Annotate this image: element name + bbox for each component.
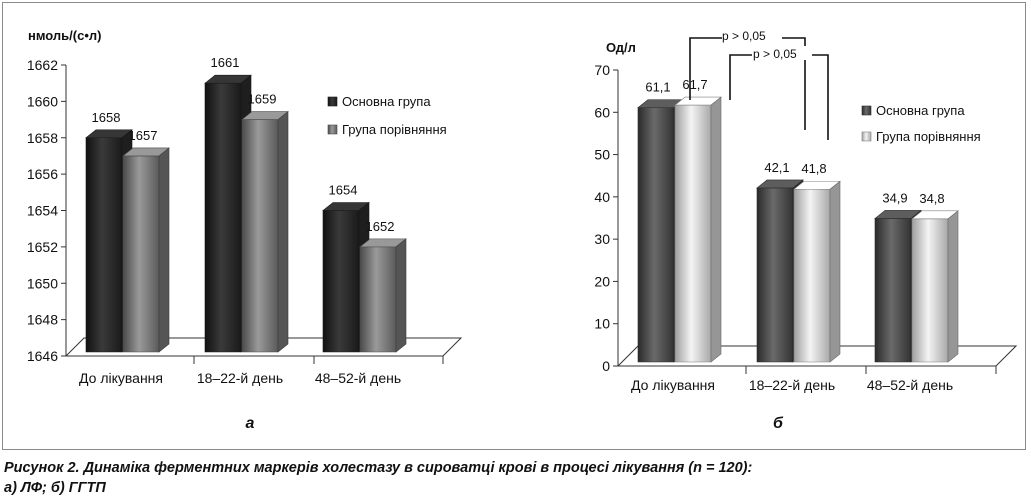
bar-value-label: 34,9 <box>882 190 907 205</box>
bar-comparison-group <box>793 180 841 363</box>
y-tick-label: 70 <box>594 62 610 78</box>
bar-value-label: 42,1 <box>764 160 789 175</box>
panel-label: а <box>246 415 255 432</box>
bar-value-label: 1658 <box>92 110 121 125</box>
y-axis-label: Од/л <box>606 40 636 55</box>
bar-body <box>637 107 675 363</box>
bar-value-label: 1657 <box>129 128 158 143</box>
y-tick-label: 10 <box>594 316 610 332</box>
y-tick-label: 1652 <box>27 239 58 255</box>
y-tick-label: 60 <box>594 104 610 120</box>
panel-a-lf-chart: 1646 1648 1650 1652 1654 1656 1658 1660 1662 нмол… <box>27 28 463 432</box>
y-tick-label: 1662 <box>27 57 58 73</box>
bracket-comparison <box>729 54 829 140</box>
bar-side <box>158 147 170 353</box>
legend-swatch <box>861 105 872 116</box>
y-tick-label: 0 <box>602 358 610 374</box>
bar-body <box>756 187 794 363</box>
annotation-bg <box>722 28 782 42</box>
y-tick-label: 1656 <box>27 166 58 182</box>
legend-entry: Група порівняння <box>876 129 981 144</box>
bar-value-label: 41,8 <box>801 161 826 176</box>
bar-comparison-group <box>122 147 170 353</box>
bar-side <box>395 238 407 353</box>
annotation-bg <box>752 46 812 60</box>
x-category-label: 48–52-й день <box>867 377 953 393</box>
bar-value-label: 61,1 <box>645 80 670 95</box>
bar-body <box>874 218 912 363</box>
y-tick-label: 1648 <box>27 312 58 328</box>
bar-side <box>710 96 722 363</box>
x-category-label: До лікування <box>631 377 715 393</box>
figure-frame <box>2 2 1026 450</box>
bar-side <box>277 110 289 353</box>
figure-caption: Рисунок 2. Динаміка ферментних маркерів … <box>4 458 1024 498</box>
y-tick-label: 1654 <box>27 203 58 219</box>
panel-label: б <box>773 415 784 432</box>
x-category-label: До лікування <box>79 370 163 386</box>
bar-side <box>947 210 959 363</box>
bar-value-label: 1659 <box>248 92 277 107</box>
panel-b-ggtp-chart: 0 10 20 30 40 50 60 70 Од/л До лікування 18–22-й д… <box>594 28 1018 432</box>
bar-value-label: 1661 <box>211 55 240 70</box>
bar-body <box>85 137 123 353</box>
caption-line-2: а) ЛФ; б) ГГТП <box>4 480 106 496</box>
legend-entry: Основна група <box>876 103 965 118</box>
y-tick-label: 1646 <box>27 348 58 364</box>
significance-label: р > 0,05 <box>753 47 797 61</box>
y-axis-label: нмоль/(с•л) <box>28 28 101 43</box>
y-tick-label: 1658 <box>27 130 58 146</box>
x-category-label: 18–22-й день <box>197 370 283 386</box>
bar-body <box>122 155 160 353</box>
caption-line-1: Рисунок 2. Динаміка ферментних маркерів … <box>4 460 753 476</box>
bar-side <box>829 180 841 363</box>
bar-body <box>674 104 712 363</box>
bar-comparison-group <box>241 110 289 353</box>
y-tick-label: 1660 <box>27 93 58 109</box>
legend-swatch <box>327 96 338 107</box>
bar-comparison-group <box>911 210 959 363</box>
legend-swatch <box>861 131 872 142</box>
significance-label: р > 0,05 <box>722 29 766 43</box>
y-tick-label: 50 <box>594 147 610 163</box>
y-tick-label: 1650 <box>27 275 58 291</box>
significance-brackets: р > 0,05 р > 0,05 <box>689 28 829 140</box>
bar-body <box>793 188 831 363</box>
bar-body <box>322 210 360 353</box>
bar-comparison-group <box>674 96 722 363</box>
charts-canvas: 1646 1648 1650 1652 1654 1656 1658 1660 1662 нмол… <box>27 28 1018 432</box>
bar-body <box>911 218 949 363</box>
bar-value-label: 61,7 <box>682 77 707 92</box>
bar-value-label: 34,8 <box>919 191 944 206</box>
x-category-label: 48–52-й день <box>315 370 401 386</box>
legend-entry: Основна група <box>342 94 431 109</box>
y-tick-label: 20 <box>594 273 610 289</box>
bar-body <box>204 82 242 353</box>
bar-comparison-group <box>359 238 407 353</box>
bar-body <box>241 119 279 353</box>
bar-value-label: 1652 <box>366 219 395 234</box>
y-tick-label: 30 <box>594 231 610 247</box>
x-category-label: 18–22-й день <box>749 377 835 393</box>
y-tick-label: 40 <box>594 189 610 205</box>
legend-entry: Група порівняння <box>342 122 447 137</box>
legend-swatch <box>327 124 338 135</box>
bar-body <box>359 246 397 353</box>
bar-value-label: 1654 <box>329 183 358 198</box>
